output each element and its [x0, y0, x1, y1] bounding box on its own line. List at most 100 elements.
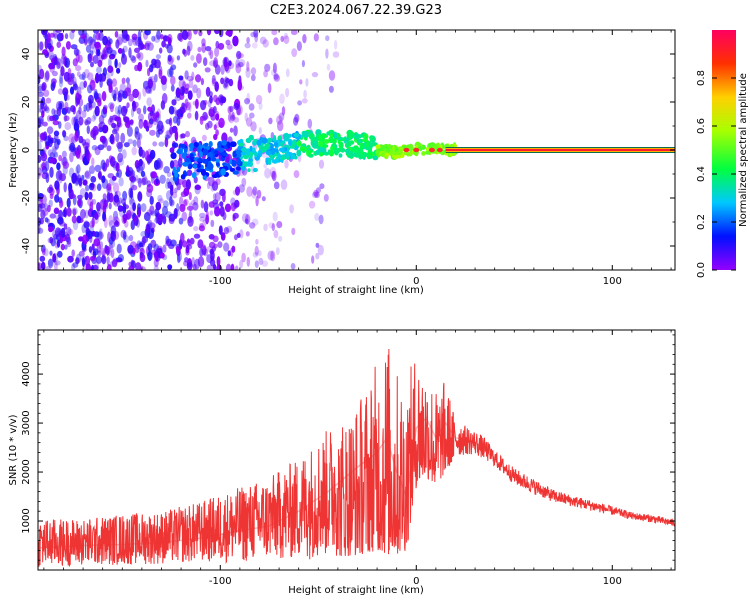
- noise-cell: [84, 145, 89, 157]
- noise-cell: [264, 63, 271, 72]
- noise-cell: [210, 184, 215, 192]
- noise-cell: [199, 216, 206, 222]
- noise-cell: [106, 183, 112, 191]
- noise-cell: [225, 30, 231, 36]
- noise-cell: [273, 37, 279, 46]
- noise-cell: [40, 152, 48, 162]
- signal-cell: [359, 144, 365, 151]
- noise-cell: [213, 243, 218, 249]
- noise-cell: [278, 235, 283, 242]
- noise-cell: [276, 221, 283, 229]
- noise-cell: [88, 246, 93, 253]
- noise-cell: [277, 120, 284, 132]
- noise-cell: [326, 63, 331, 71]
- noise-cell: [285, 68, 290, 78]
- noise-cell: [51, 108, 56, 116]
- noise-cell: [136, 107, 142, 115]
- signal-cell: [321, 136, 325, 142]
- noise-cell: [86, 125, 91, 135]
- noise-cell: [229, 127, 234, 133]
- noise-cell: [180, 133, 186, 139]
- noise-cell: [194, 110, 199, 121]
- noise-cell: [311, 71, 319, 78]
- noise-cell: [39, 255, 46, 262]
- colorbar-tick-label: 0.4: [696, 166, 707, 182]
- signal-cell: [418, 146, 423, 152]
- noise-cell: [153, 34, 161, 43]
- signal-cell: [202, 174, 207, 180]
- noise-cell: [101, 175, 106, 184]
- noise-cell: [117, 152, 123, 163]
- noise-cell: [44, 161, 50, 172]
- noise-cell: [108, 247, 112, 257]
- noise-cell: [166, 43, 173, 54]
- noise-cell: [199, 223, 204, 229]
- noise-cell: [223, 227, 230, 235]
- noise-cell: [258, 257, 264, 265]
- noise-cell: [151, 113, 158, 122]
- noise-cell: [128, 93, 134, 102]
- noise-cell: [167, 33, 173, 44]
- noise-cell: [108, 83, 113, 90]
- noise-cell: [332, 51, 340, 58]
- noise-cell: [166, 171, 172, 178]
- noise-cell: [283, 35, 290, 44]
- signal-cell: [232, 170, 239, 175]
- noise-cell: [262, 39, 269, 48]
- noise-cell: [115, 39, 120, 49]
- noise-cell: [118, 206, 126, 218]
- noise-cell: [63, 135, 69, 142]
- signal-cell: [235, 166, 241, 171]
- snr-trace: [38, 349, 675, 567]
- noise-cell: [132, 104, 138, 112]
- noise-cell: [76, 215, 82, 224]
- noise-cell: [38, 131, 41, 137]
- noise-cell: [296, 41, 302, 52]
- noise-cell: [39, 133, 44, 143]
- noise-cell: [81, 256, 88, 263]
- signal-cell: [229, 141, 237, 148]
- noise-cell: [131, 33, 138, 41]
- signal-cell: [197, 158, 204, 163]
- noise-cell: [90, 78, 98, 84]
- noise-cell: [195, 98, 199, 110]
- noise-cell: [176, 182, 181, 191]
- noise-cell: [128, 234, 134, 242]
- noise-cell: [161, 93, 168, 104]
- noise-cell: [136, 177, 144, 184]
- noise-cell: [172, 142, 179, 148]
- noise-cell: [313, 33, 319, 42]
- noise-cell: [199, 212, 206, 218]
- noise-cell: [78, 98, 84, 107]
- noise-cell: [116, 243, 122, 254]
- noise-cell: [185, 249, 190, 256]
- noise-cell: [223, 242, 230, 252]
- noise-cell: [220, 64, 225, 75]
- noise-cell: [66, 207, 72, 217]
- noise-cell: [110, 135, 116, 145]
- noise-cell: [61, 150, 67, 159]
- noise-cell: [158, 141, 165, 147]
- noise-cell: [290, 263, 296, 270]
- noise-cell: [225, 39, 231, 46]
- noise-cell: [188, 91, 193, 99]
- noise-cell: [38, 74, 41, 85]
- noise-cell: [87, 84, 93, 94]
- noise-cell: [108, 215, 114, 226]
- noise-cell: [116, 67, 121, 74]
- noise-cell: [158, 198, 164, 204]
- signal-cell: [222, 152, 228, 157]
- noise-cell: [88, 182, 95, 191]
- noise-cell: [54, 194, 60, 203]
- noise-cell: [268, 117, 273, 125]
- noise-cell: [106, 192, 111, 203]
- noise-cell: [214, 81, 219, 92]
- noise-cell: [113, 93, 117, 102]
- noise-cell: [48, 62, 55, 70]
- noise-cell: [127, 138, 133, 145]
- noise-cell: [121, 77, 126, 85]
- noise-cell: [49, 63, 55, 73]
- colorbar-label: Normalized spectral amplitude: [738, 73, 749, 227]
- noise-cell: [142, 86, 147, 97]
- noise-cell: [252, 42, 258, 49]
